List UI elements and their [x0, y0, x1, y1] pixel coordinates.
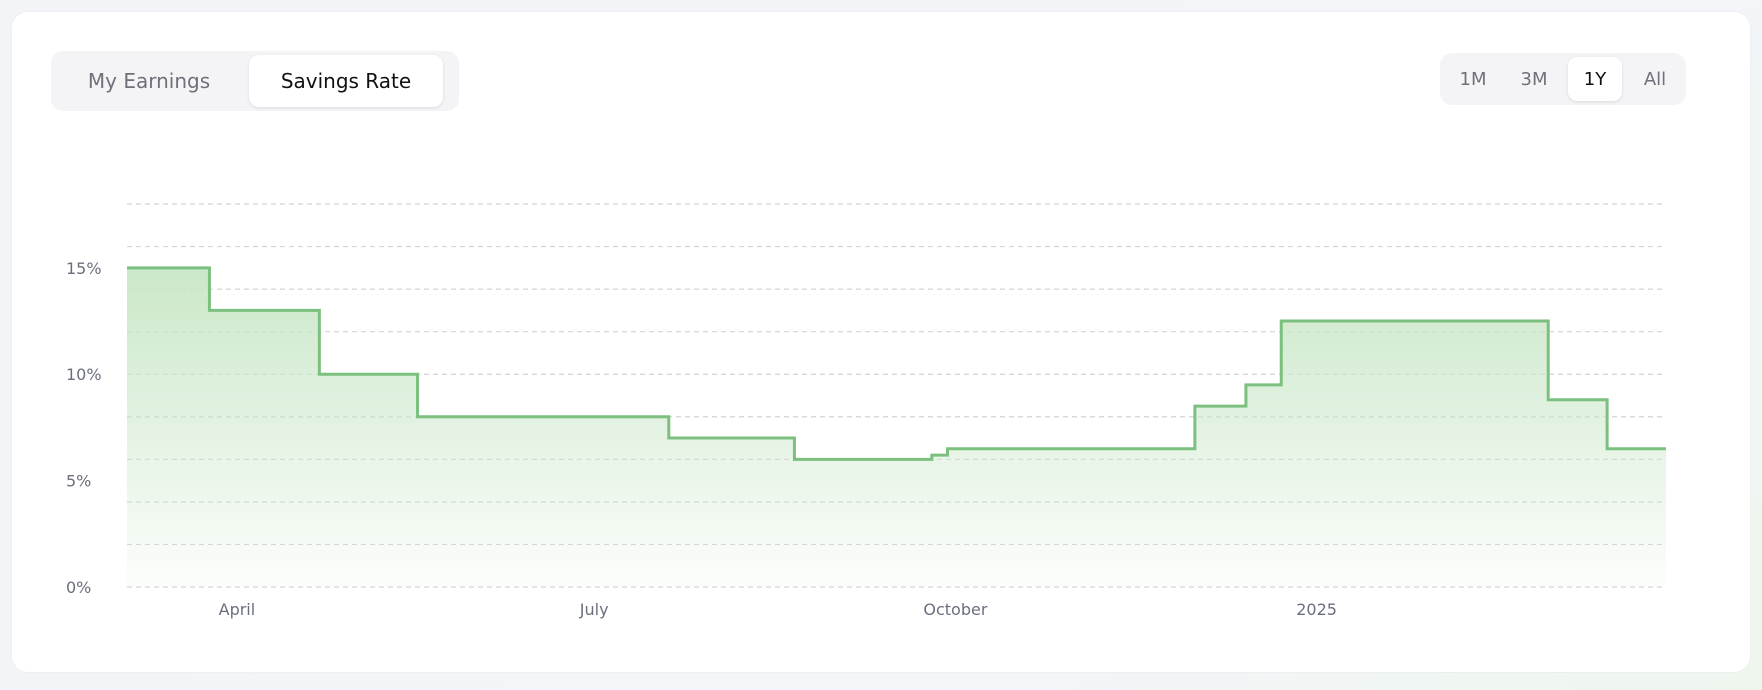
range-all-button[interactable]: All	[1643, 68, 1667, 90]
metric-tabs: My Earnings Savings Rate	[51, 51, 459, 111]
tab-savings-rate[interactable]: Savings Rate	[249, 55, 443, 107]
x-tick-label: October	[923, 600, 987, 619]
x-tick-label: July	[579, 600, 609, 619]
y-tick-label: 0%	[66, 578, 91, 597]
y-tick-label: 15%	[66, 259, 102, 278]
y-tick-label: 5%	[66, 472, 91, 491]
tab-my-earnings[interactable]: My Earnings	[87, 69, 211, 93]
area-fill	[127, 267, 1666, 587]
x-tick-label: 2025	[1296, 600, 1337, 619]
x-axis: April July October 2025	[219, 600, 1337, 619]
range-1y-button[interactable]: 1Y	[1568, 57, 1622, 101]
savings-rate-line	[127, 266, 1666, 461]
time-range-selector: 1M 3M 1Y All	[1440, 53, 1686, 105]
x-tick-label: April	[219, 600, 256, 619]
range-3m-button[interactable]: 3M	[1520, 68, 1548, 90]
range-1m-button[interactable]: 1M	[1459, 68, 1487, 90]
y-axis: 0% 5% 10% 15%	[66, 259, 102, 597]
y-tick-label: 10%	[66, 365, 102, 384]
